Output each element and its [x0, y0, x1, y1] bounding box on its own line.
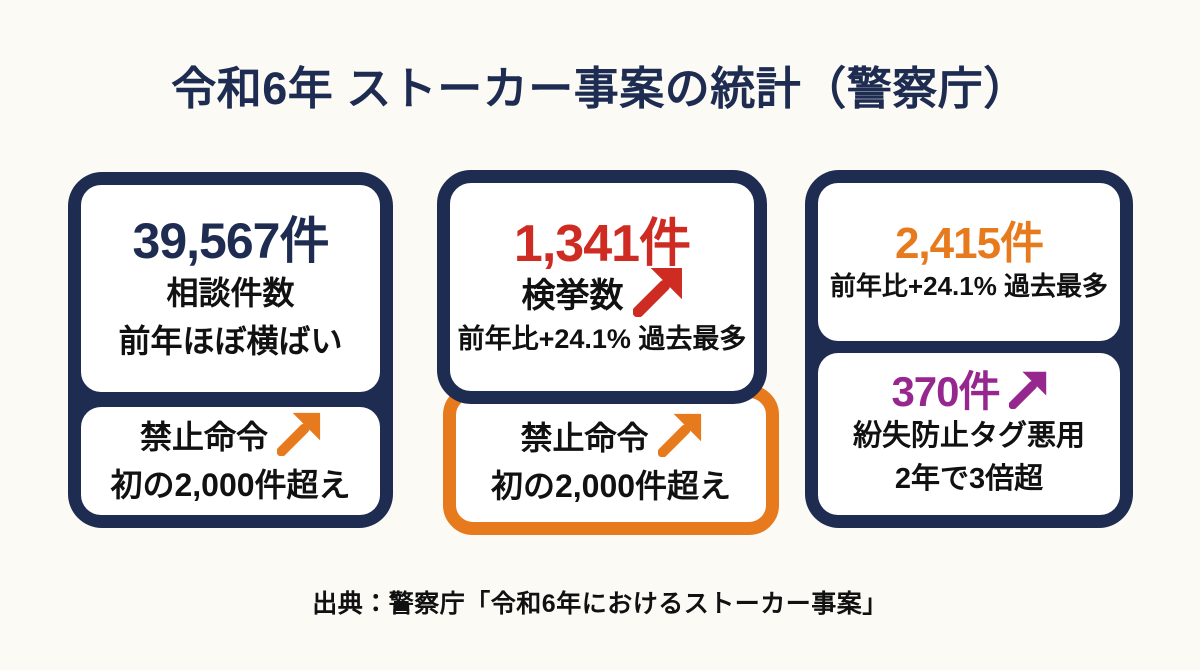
- up-right-arrow-icon: [657, 413, 701, 457]
- consultations-trend: 前年ほぼ横ばい: [118, 322, 343, 359]
- prohibition-orders-note: 初の2,000件超え: [110, 467, 351, 503]
- consultations-count: 39,567件: [132, 212, 330, 269]
- arrests-panel: 1,341件 検挙数 前年比+24.1% 過去最多: [437, 170, 767, 404]
- prohibition-orders-panel: 禁止命令 初の2,000件超え: [443, 385, 779, 535]
- arrests-label-row: 検挙数: [521, 268, 683, 321]
- prohibition-orders-label: 禁止命令: [520, 420, 649, 456]
- up-right-arrow-icon: [632, 268, 682, 318]
- prohibition-orders-row: 禁止命令: [139, 412, 321, 461]
- arrests-trend: 前年比+24.1% 過去最多: [457, 324, 747, 355]
- tag-abuse-label: 紛失防止タグ悪用: [852, 420, 1085, 453]
- prohibition-orders-label: 禁止命令: [139, 419, 268, 455]
- prohibition-orders-count: 2,415件: [894, 219, 1044, 269]
- card-consultations: 39,567件 相談件数 前年ほぼ横ばい 禁止命令 初の2,000件超え: [68, 172, 393, 528]
- tag-abuse-panel: 370件 紛失防止タグ悪用 2年で3倍超: [818, 353, 1120, 515]
- page-title: 令和6年 ストーカー事案の統計（警察庁）: [171, 63, 1029, 114]
- tag-abuse-note: 2年で3倍超: [894, 462, 1044, 495]
- prohibition-orders-total-panel: 2,415件 前年比+24.1% 過去最多: [818, 183, 1120, 341]
- tag-abuse-count: 370件: [891, 368, 1000, 416]
- source-note: 出典：警察庁「令和6年におけるストーカー事案」: [312, 590, 888, 618]
- consultations-panel: 39,567件 相談件数 前年ほぼ横ばい: [81, 185, 380, 392]
- card-arrests: 1,341件 検挙数 前年比+24.1% 過去最多 禁止命令 初の2,000件超…: [437, 170, 783, 535]
- arrests-count: 1,341件: [513, 215, 691, 274]
- prohibition-orders-panel: 禁止命令 初の2,000件超え: [81, 407, 380, 515]
- tag-abuse-row: 370件: [891, 368, 1046, 415]
- prohibition-orders-trend: 前年比+24.1% 過去最多: [829, 271, 1109, 302]
- up-right-arrow-icon: [277, 412, 321, 456]
- prohibition-orders-note: 初の2,000件超え: [490, 468, 732, 504]
- card-prohibition-orders: 2,415件 前年比+24.1% 過去最多 370件 紛失防止タグ悪用 2年で3…: [805, 170, 1133, 528]
- consultations-label: 相談件数: [166, 274, 295, 311]
- prohibition-orders-row: 禁止命令: [520, 413, 701, 462]
- up-right-arrow-icon: [1008, 371, 1046, 409]
- arrests-label: 検挙数: [521, 277, 624, 316]
